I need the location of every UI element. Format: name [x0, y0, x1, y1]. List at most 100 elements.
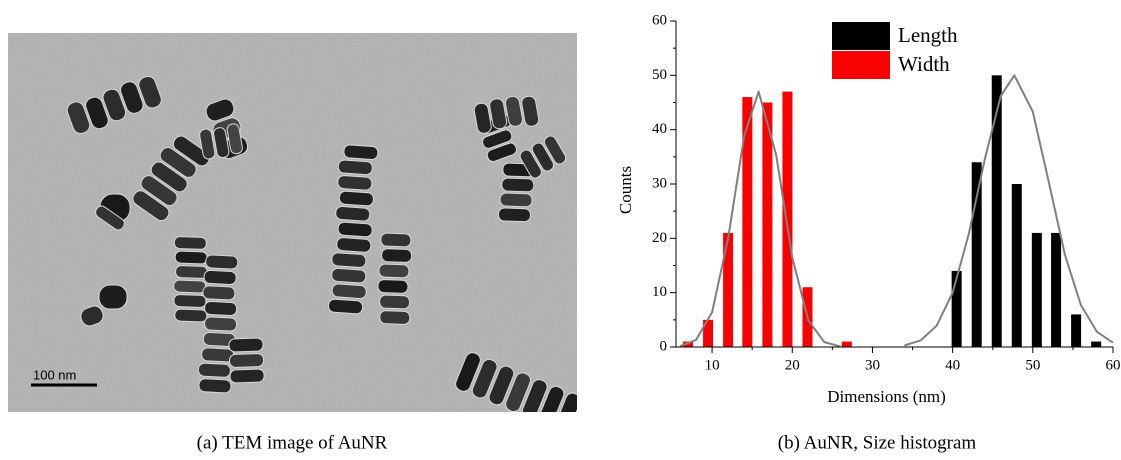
chart: 0 10 20 30 40 50 60 10 20 30 40 50 60 Dimensions (nm)… [616, 12, 1121, 405]
scale-bar-label: 100 nm [33, 367, 76, 382]
nanorod [197, 362, 231, 378]
nanorod [337, 159, 373, 176]
rod-cluster [519, 135, 567, 179]
y-tick-label: 0 [660, 338, 668, 354]
nanorod [228, 337, 264, 353]
nanorod [229, 353, 265, 368]
tem-image [8, 33, 577, 412]
nanorod [140, 175, 178, 207]
bar [1051, 232, 1062, 347]
rod-cluster [199, 123, 243, 160]
rod-cluster [98, 284, 128, 310]
fit-curve [679, 90, 841, 348]
bar [1031, 232, 1042, 347]
nanorod [380, 232, 412, 248]
nanorod [205, 98, 235, 122]
bar [971, 162, 982, 347]
rod-cluster [66, 75, 162, 134]
nanorod [98, 284, 128, 310]
x-tick-label: 50 [1025, 357, 1040, 373]
bar [991, 75, 1002, 347]
rod-cluster [473, 95, 540, 134]
bar [742, 97, 753, 347]
legend-swatch [832, 22, 890, 50]
nanorod [335, 206, 371, 222]
nanorod [331, 267, 367, 284]
bar [782, 91, 793, 347]
nanorod [102, 88, 127, 122]
legend-swatch [832, 51, 890, 79]
nanorod [543, 135, 567, 165]
y-tick-label: 50 [652, 67, 667, 83]
y-tick-label: 10 [652, 284, 667, 300]
x-axis-label: Dimensions (nm) [827, 387, 946, 406]
x-tick-label: 30 [865, 357, 880, 373]
nanorod [85, 96, 109, 130]
nanorod [173, 294, 207, 308]
y-tick-label: 20 [652, 230, 667, 246]
bar [683, 341, 694, 347]
caption: (a) TEM image of AuNR [197, 432, 388, 453]
nanorod [138, 75, 162, 109]
nanorod [531, 142, 555, 172]
nanorod [174, 250, 208, 265]
legend-label: Length [898, 23, 958, 47]
nanorod [204, 300, 238, 317]
nanorod [505, 372, 531, 412]
fit-curve [904, 74, 1114, 347]
rod-cluster [80, 305, 104, 327]
nanorod [205, 254, 239, 270]
nanorod [159, 147, 197, 178]
nanorod [338, 190, 374, 207]
y-axis-label: Counts [616, 166, 635, 214]
nanorod [499, 192, 533, 208]
rod-cluster [197, 254, 239, 394]
nanorod [213, 127, 230, 159]
nanorod [150, 161, 188, 193]
nanorod [343, 144, 379, 160]
bar [841, 341, 852, 347]
nanorod [95, 205, 125, 231]
y-tick-label: 30 [652, 175, 667, 191]
nanorod [521, 379, 548, 412]
bar [1011, 184, 1022, 347]
y-tick-label: 40 [652, 121, 667, 137]
bar [762, 102, 773, 347]
rod-cluster [95, 205, 125, 231]
nanorod [486, 142, 517, 163]
rod-cluster [455, 352, 577, 412]
nanorod [488, 365, 515, 406]
nanorod [378, 263, 410, 279]
nanorod [175, 265, 209, 279]
nanorod [489, 98, 508, 130]
bar [951, 270, 962, 347]
nanorod [471, 358, 498, 399]
rod-cluster [173, 236, 209, 323]
x-tick-label: 10 [705, 357, 720, 373]
nanorod [66, 101, 91, 134]
nanorod [174, 308, 208, 323]
nanorod [202, 285, 236, 301]
bar [1091, 341, 1102, 347]
nanorod [173, 236, 207, 250]
nanorod [555, 392, 577, 412]
nanorod [473, 102, 492, 134]
x-tick-label: 20 [785, 357, 800, 373]
y-tick-label: 60 [652, 12, 667, 28]
legend-label: Width [898, 52, 950, 76]
nanorod [377, 279, 409, 294]
nanorod [331, 252, 367, 268]
nanorod [198, 378, 232, 394]
bar [703, 319, 714, 347]
nanorod [497, 207, 531, 223]
rod-cluster [328, 144, 379, 315]
rod-cluster [132, 135, 210, 222]
caption: (b) AuNR, Size histogram [778, 432, 977, 453]
rod-cluster [377, 232, 413, 325]
rod-cluster [497, 162, 536, 223]
nanorod [455, 352, 481, 392]
nanorod [172, 135, 210, 167]
nanorod [229, 368, 265, 384]
nanorod [379, 294, 411, 310]
bar [1071, 314, 1082, 347]
